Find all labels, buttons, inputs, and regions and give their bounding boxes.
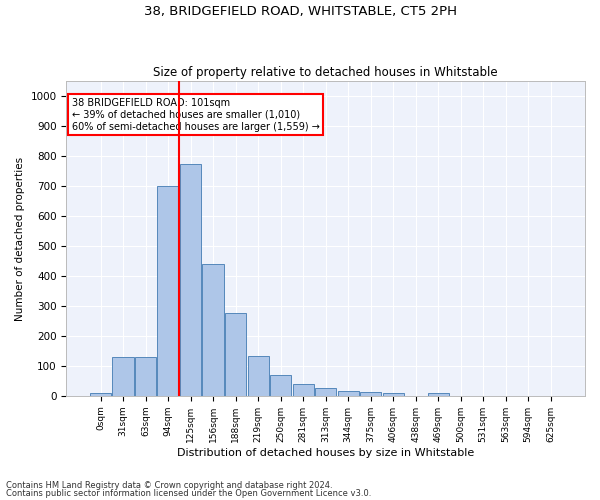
Bar	[338, 392, 359, 396]
X-axis label: Distribution of detached houses by size in Whitstable: Distribution of detached houses by size …	[177, 448, 475, 458]
Bar	[383, 394, 404, 396]
Bar	[225, 314, 247, 396]
Bar	[202, 264, 224, 396]
Bar	[157, 186, 179, 396]
Text: 38, BRIDGEFIELD ROAD, WHITSTABLE, CT5 2PH: 38, BRIDGEFIELD ROAD, WHITSTABLE, CT5 2P…	[143, 5, 457, 18]
Bar	[90, 394, 112, 396]
Bar	[248, 356, 269, 396]
Bar	[135, 358, 157, 396]
Title: Size of property relative to detached houses in Whitstable: Size of property relative to detached ho…	[154, 66, 498, 78]
Bar	[360, 392, 382, 396]
Bar	[315, 388, 337, 396]
Bar	[293, 384, 314, 396]
Text: 38 BRIDGEFIELD ROAD: 101sqm
← 39% of detached houses are smaller (1,010)
60% of : 38 BRIDGEFIELD ROAD: 101sqm ← 39% of det…	[71, 98, 319, 132]
Bar	[270, 376, 292, 396]
Text: Contains HM Land Registry data © Crown copyright and database right 2024.: Contains HM Land Registry data © Crown c…	[6, 481, 332, 490]
Bar	[180, 164, 202, 396]
Y-axis label: Number of detached properties: Number of detached properties	[15, 156, 25, 320]
Bar	[428, 393, 449, 396]
Bar	[112, 358, 134, 396]
Text: Contains public sector information licensed under the Open Government Licence v3: Contains public sector information licen…	[6, 488, 371, 498]
